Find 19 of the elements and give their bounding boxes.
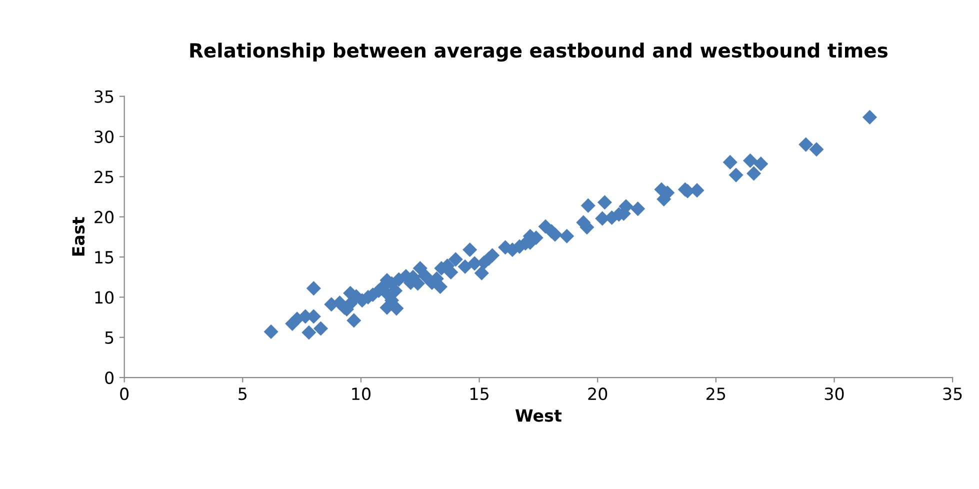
y-tick-label: 10 — [95, 291, 114, 304]
y-tick-label: 15 — [95, 251, 114, 264]
y-tick-label: 35 — [94, 90, 114, 103]
y-tick-label: 25 — [94, 170, 114, 184]
x-tick-label: 10 — [352, 388, 370, 400]
x-tick-label: 20 — [588, 388, 608, 400]
y-tick-label: 30 — [94, 130, 114, 144]
x-tick-label: 15 — [470, 388, 488, 400]
y-axis-title: East — [72, 217, 85, 256]
y-tick-label: 20 — [94, 210, 114, 224]
x-tick-label: 25 — [706, 388, 726, 400]
chart-title: Relationship between average eastbound and westbound times — [190, 42, 888, 62]
y-tick-label: 5 — [105, 332, 114, 344]
x-tick-label: 35 — [943, 388, 962, 400]
y-tick-label: 0 — [105, 371, 114, 384]
x-axis-title: West — [515, 409, 562, 422]
x-tick-label: 0 — [120, 388, 129, 400]
x-tick-label: 30 — [824, 388, 844, 400]
x-tick-label: 5 — [238, 388, 246, 400]
